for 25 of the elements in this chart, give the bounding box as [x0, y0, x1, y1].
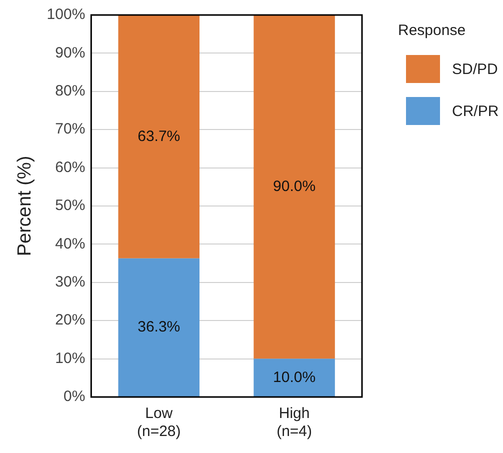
y-tick-label: 30% — [55, 274, 86, 291]
y-tick-label: 70% — [55, 120, 86, 138]
data-label: 63.7% — [138, 128, 180, 145]
y-axis-title: Percent (%) — [14, 156, 36, 256]
y-tick-label: 40% — [55, 235, 86, 252]
bar — [254, 358, 335, 396]
legend-label: CR/PR — [452, 102, 499, 120]
bar — [254, 15, 335, 359]
y-tick-label: 20% — [55, 312, 86, 329]
y-tick-label: 80% — [55, 82, 86, 100]
y-tick-label: 0% — [63, 388, 86, 406]
bar — [118, 15, 200, 258]
data-label: 10.0% — [273, 368, 316, 386]
y-tick-label: 90% — [55, 44, 86, 62]
x-tick-label: High (n=4) — [276, 405, 312, 440]
data-label: 90.0% — [273, 178, 316, 196]
y-tick-label: 100% — [46, 6, 86, 24]
y-tick-label: 60% — [55, 158, 86, 176]
x-tick-label: Low (n=28) — [136, 405, 181, 440]
data-label: 36.3% — [138, 318, 180, 336]
bar — [118, 258, 200, 396]
y-tick-label: 10% — [55, 350, 86, 367]
legend-title: Response — [398, 22, 467, 39]
y-tick-label: 50% — [55, 197, 86, 214]
legend-label: SD/PD — [452, 60, 498, 78]
